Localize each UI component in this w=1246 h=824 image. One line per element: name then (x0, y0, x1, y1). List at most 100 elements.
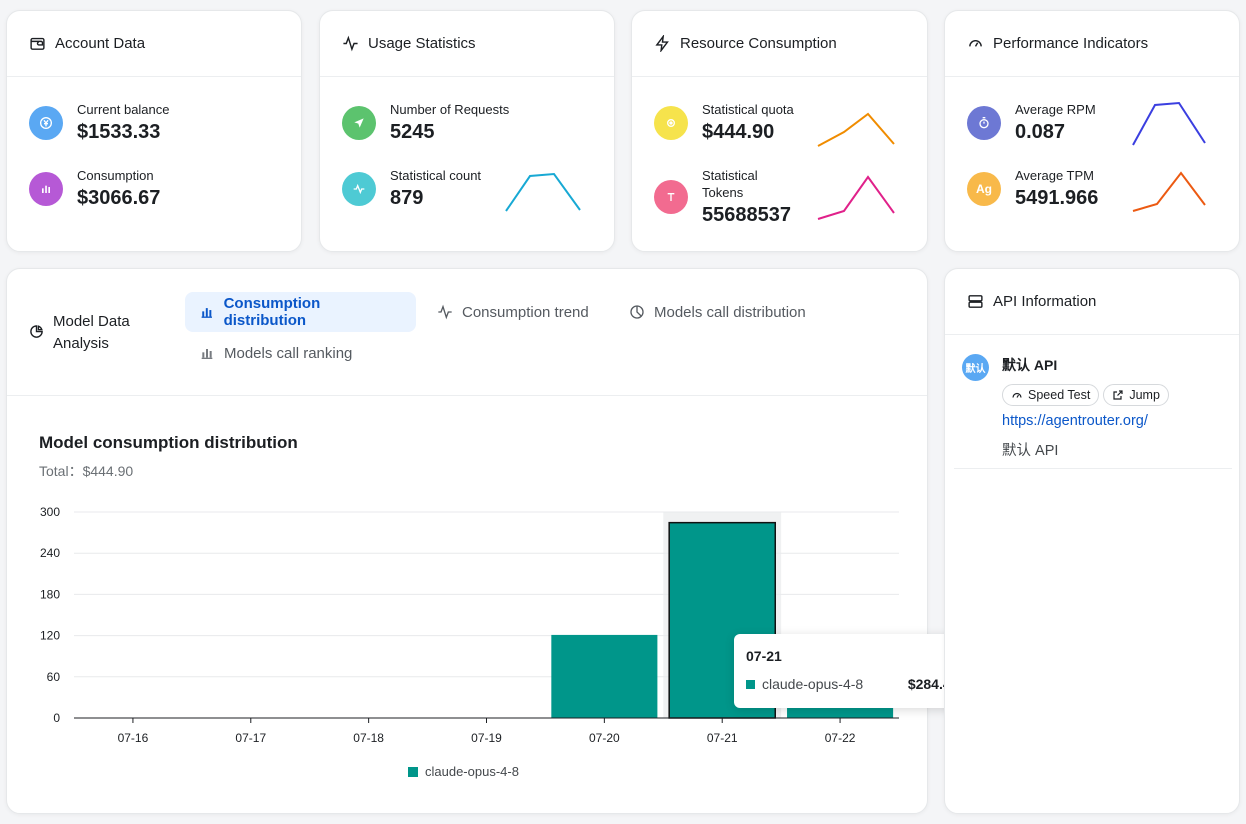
api-entry: 默认 默认 API Speed Test Jump https://agentr… (954, 337, 1232, 469)
bar (551, 634, 658, 718)
activity-icon (343, 35, 358, 52)
chart-subtitle: Total：$444.90 (39, 463, 134, 479)
bar-chart-icon (29, 171, 63, 206)
requests-stat: Number of Requests 5245 (342, 101, 509, 144)
consumption-label: Consumption (77, 168, 154, 183)
x-tick-label: 07-22 (825, 731, 856, 745)
model-data-analysis-card: Model Data Analysis Consumption distribu… (6, 268, 928, 814)
api-url-link[interactable]: https://agentrouter.org/ (1002, 413, 1148, 429)
quota-sparkline (817, 112, 895, 147)
tab-models-call-distribution[interactable]: Models call distribution (615, 292, 820, 332)
currency-icon (29, 105, 63, 140)
pie-chart-icon (30, 325, 43, 338)
pulse-icon (342, 171, 376, 206)
tokens-stat: Statistical Tokens 55688537 (654, 167, 791, 227)
api-avatar: 默认 (962, 354, 989, 381)
consumption-value: $3066.67 (77, 187, 161, 209)
stopwatch-icon (967, 105, 1001, 140)
tpm-label: Average TPM (1015, 168, 1095, 183)
usage-statistics-title: Usage Statistics (368, 35, 476, 52)
gauge-icon (1012, 392, 1022, 398)
y-tick-label: 300 (40, 505, 60, 519)
y-tick-label: 60 (47, 670, 61, 684)
consumption-bar-chart: 0 60 120 180 240 300 07-16 07-17 07-18 07-19 07-20… (40, 505, 899, 779)
rpm-label: Average RPM (1015, 102, 1096, 117)
performance-indicators-card: Performance Indicators Average RPM 0.087… (944, 10, 1240, 252)
requests-value: 5245 (390, 121, 435, 143)
lightning-icon (655, 35, 669, 52)
tooltip-series-swatch (746, 679, 755, 689)
tab-consumption-distribution[interactable]: Consumption distribution (185, 292, 416, 332)
resource-consumption-header: Resource Consumption (632, 11, 927, 77)
tooltip-title: 07-21 (746, 648, 782, 664)
y-tick-label: 0 (53, 711, 60, 725)
jump-button[interactable]: Jump (1103, 384, 1169, 406)
count-sparkline (505, 172, 581, 212)
quota-value: $444.90 (702, 121, 775, 143)
balance-value: $1533.33 (77, 121, 161, 143)
external-link-icon (1113, 390, 1123, 400)
text-icon (654, 180, 688, 214)
x-tick-label: 07-16 (118, 731, 149, 745)
gauge-icon (969, 40, 982, 47)
wallet-icon (30, 37, 45, 50)
x-tick-label: 07-17 (235, 731, 266, 745)
y-tick-label: 120 (40, 629, 60, 643)
x-tick-label: 07-18 (353, 731, 384, 745)
api-information-card: API Information 默认 默认 API Speed Test Jum… (944, 268, 1240, 814)
tab-label: Models call ranking (224, 344, 353, 362)
send-icon (342, 105, 376, 140)
speed-test-button[interactable]: Speed Test (1002, 384, 1100, 406)
resource-consumption-card: Resource Consumption Statistical quota $… (631, 10, 928, 252)
chart-title: Model consumption distribution (39, 433, 298, 452)
rpm-sparkline (1132, 101, 1206, 146)
balance-label: Current balance (77, 102, 170, 117)
usage-statistics-card: Usage Statistics Number of Requests 5245… (319, 10, 615, 252)
resource-consumption-title: Resource Consumption (680, 35, 837, 52)
rpm-value: 0.087 (1015, 121, 1066, 143)
legend-label: claude-opus-4-8 (425, 764, 519, 779)
usage-statistics-header: Usage Statistics (320, 11, 614, 77)
performance-indicators-title: Performance Indicators (993, 35, 1149, 52)
tpm-stat: Ag Average TPM 5491.966 (967, 167, 1098, 210)
analysis-title-line1: Model Data (53, 313, 130, 330)
bar-chart-icon (201, 349, 213, 359)
coin-icon (654, 105, 688, 140)
count-stat: Statistical count 879 (342, 167, 481, 210)
tab-label: Models call distribution (654, 303, 806, 321)
analysis-title-line2: Analysis (53, 335, 109, 352)
quota-label: Statistical quota (702, 102, 794, 117)
server-icon (968, 295, 983, 308)
analysis-header: Model Data Analysis Consumption distribu… (7, 269, 927, 396)
api-information-header: API Information (945, 269, 1239, 335)
count-label: Statistical count (390, 168, 482, 183)
tooltip-series-name: claude-opus-4-8 (762, 676, 864, 692)
x-tick-label: 07-21 (707, 731, 738, 745)
ag-icon-text: Ag (976, 181, 992, 196)
consumption-stat: Consumption $3066.67 (29, 167, 160, 210)
tokens-value: 55688537 (702, 204, 791, 226)
rpm-stat: Average RPM 0.087 (967, 101, 1096, 144)
account-data-header: Account Data (7, 11, 301, 77)
tab-consumption-trend[interactable]: Consumption trend (423, 292, 603, 332)
tab-models-call-ranking[interactable]: Models call ranking (185, 333, 366, 373)
tokens-label-line2: Tokens (702, 185, 744, 200)
bar-chart-icon (201, 308, 212, 318)
tpm-value: 5491.966 (1015, 187, 1099, 209)
pie-chart-icon (630, 305, 644, 319)
x-tick-label: 07-19 (471, 731, 502, 745)
balance-stat: Current balance $1533.33 (29, 101, 170, 144)
y-tick-label: 240 (40, 546, 60, 560)
y-tick-label: 180 (40, 587, 60, 601)
account-data-card: Account Data Current balance $1533.33 Co… (6, 10, 302, 252)
account-data-title: Account Data (55, 35, 146, 52)
legend-swatch (408, 767, 418, 777)
x-tick-label: 07-20 (589, 731, 620, 745)
api-description: 默认 API (1002, 443, 1059, 459)
requests-label: Number of Requests (390, 102, 510, 117)
tab-label: Consumption trend (462, 303, 589, 321)
jump-label: Jump (1129, 388, 1160, 402)
tokens-sparkline (817, 175, 895, 220)
api-name: 默认 API (1002, 357, 1058, 373)
performance-indicators-header: Performance Indicators (945, 11, 1239, 77)
